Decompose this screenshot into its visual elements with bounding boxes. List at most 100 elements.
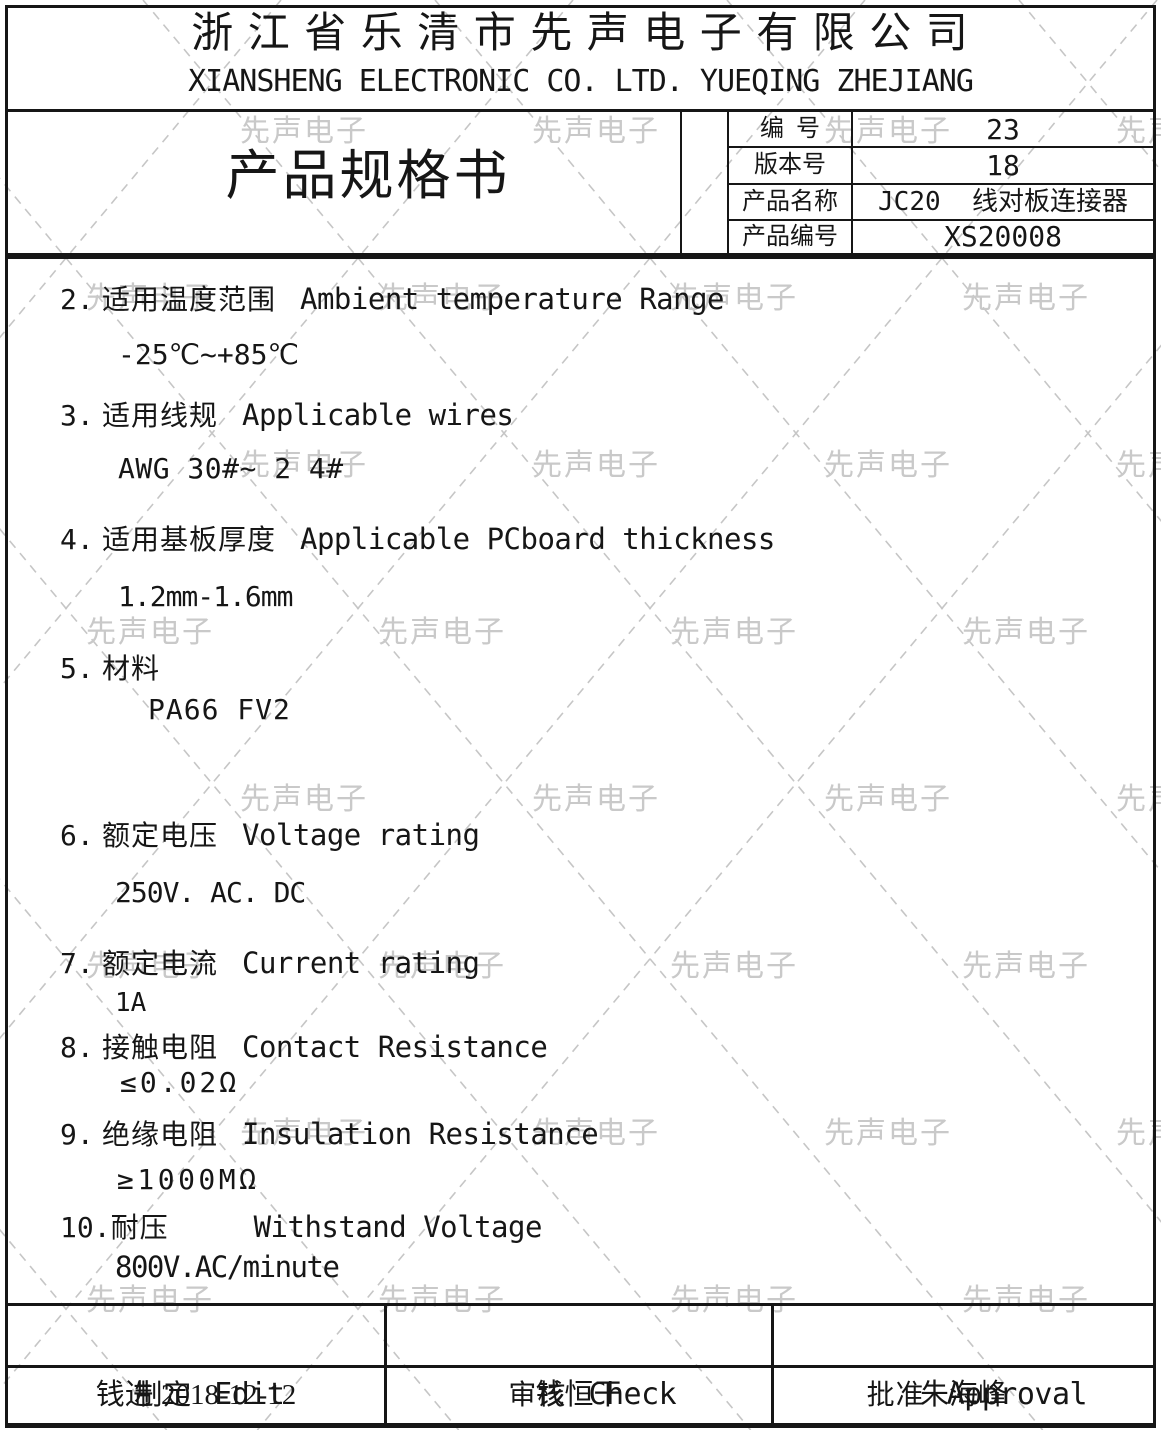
item-label-cn: 额定电压 xyxy=(102,820,219,851)
item-number: 6. xyxy=(60,819,94,852)
item-label-cn: 适用线规 xyxy=(102,400,219,431)
title-block-row-line xyxy=(727,146,1153,148)
page-border xyxy=(5,5,1156,1428)
item-label-cn: 额定电流 xyxy=(102,948,219,979)
watermark-text: 先声电子 xyxy=(240,115,368,148)
item-label-en: Applicable PCboard thickness xyxy=(300,522,775,556)
watermark-text: 先声电子 xyxy=(532,115,660,148)
check-signer: 钱恒干 xyxy=(535,1379,623,1411)
spec-item-value: 800V.AC/minute xyxy=(115,1250,340,1284)
company-name-en: XIANSHENG ELECTRONIC CO. LTD. YUEQING ZH… xyxy=(188,64,974,99)
item-label-cn: 绝缘电阻 xyxy=(102,1119,219,1150)
spec-item-value: ≤0.02Ω xyxy=(120,1066,240,1099)
watermark-text: 先声电子 xyxy=(532,449,660,482)
watermark-text: 先声电子 xyxy=(670,950,798,983)
check-header-cell: 审核 Check xyxy=(387,1306,771,1412)
footer-row-line xyxy=(8,1365,1153,1368)
watermark-text: 先声电子 xyxy=(240,783,368,816)
item-number: 7. xyxy=(60,947,94,980)
item-number: 5. xyxy=(60,652,94,685)
product-code-label: 产品编号 xyxy=(742,224,838,250)
watermark-text: 先声电子 xyxy=(240,449,368,482)
approval-header-cell: 批准 Approval xyxy=(774,1306,1153,1412)
watermark-text: 先声电子 xyxy=(824,783,952,816)
watermark-text: 先声电子 xyxy=(86,282,214,315)
section-heavy-line xyxy=(8,253,1153,259)
item-number: 4. xyxy=(60,523,94,556)
watermark-text: 先声电子 xyxy=(532,1117,660,1150)
spec-item-heading: 10. 耐压 Withstand Voltage xyxy=(60,1210,542,1244)
spec-item-heading: 4. 适用基板厚度 Applicable PCboard thickness xyxy=(60,522,775,556)
item-label-cn: 适用基板厚度 xyxy=(102,524,277,555)
spec-item-heading: 2. 适用温度范围 Ambient temperature Range xyxy=(60,282,725,316)
check-label-en: Check xyxy=(588,1377,677,1412)
spec-item-heading: 5. 材料 xyxy=(60,652,184,685)
watermark-text: 先声电子 xyxy=(962,1284,1090,1317)
spec-item-value: ≥1000MΩ xyxy=(117,1163,260,1196)
check-label-cn: 审核 xyxy=(508,1379,567,1410)
approval-label-en: Approval xyxy=(946,1377,1088,1412)
item-number: 8. xyxy=(60,1031,94,1064)
edit-label-en: Edit xyxy=(214,1377,285,1412)
spec-item-value: PA66 FV2 xyxy=(148,693,291,726)
watermark-text: 先声电子 xyxy=(962,282,1090,315)
item-label-cn: 适用温度范围 xyxy=(102,284,277,315)
watermark-text: 先声电子 xyxy=(378,282,506,315)
document-title: 产品规格书 xyxy=(225,146,511,206)
version-label: 版本号 xyxy=(754,152,826,178)
item-label-cn: 材料 xyxy=(102,653,161,684)
title-block-left-line xyxy=(680,111,682,253)
doc-number-value: 23 xyxy=(986,113,1020,146)
watermark-text: 先声电子 xyxy=(824,115,952,148)
watermark-text: 先声电子 xyxy=(86,616,214,649)
spec-item-value: -25℃~+85℃ xyxy=(118,338,299,371)
item-label-en: Voltage rating xyxy=(242,818,480,852)
watermark-text: 先声电子 xyxy=(378,616,506,649)
watermark-text: 先声电子 xyxy=(824,449,952,482)
footer-column-line xyxy=(771,1306,774,1425)
watermark-text: 先声电子 xyxy=(670,282,798,315)
item-label-en: Withstand Voltage xyxy=(253,1210,543,1244)
product-code-value: XS20008 xyxy=(943,220,1062,253)
item-label-en: Contact Resistance xyxy=(242,1030,548,1064)
spec-item-heading: 7. 额定电流 Current rating xyxy=(60,946,480,980)
watermark-text: 先声电子 xyxy=(240,1117,368,1150)
product-name-value: JC20 线对板连接器 xyxy=(878,187,1128,217)
header-divider-line xyxy=(8,109,1153,112)
watermark-text: 先声电子 xyxy=(86,1284,214,1317)
watermark-text: 先声电子 xyxy=(532,783,660,816)
watermark-text: 先声电子 xyxy=(962,616,1090,649)
spec-item-value: 1.2mm-1.6mm xyxy=(118,580,293,613)
title-block-row-line xyxy=(727,183,1153,185)
approval-label-cn: 批准 xyxy=(866,1379,925,1410)
item-number: 10. xyxy=(60,1211,111,1244)
spec-item-heading: 6. 额定电压 Voltage rating xyxy=(60,818,480,852)
edit-header-cell: 制定 Edit xyxy=(8,1306,384,1412)
edit-label-cn: 制定 xyxy=(134,1379,193,1410)
title-block-label-line xyxy=(727,111,729,253)
watermark-text: 先声电子 xyxy=(378,950,506,983)
spec-item-heading: 3. 适用线规 Applicable wires xyxy=(60,398,514,432)
spec-item-heading: 9. 绝缘电阻 Insulation Resistance xyxy=(60,1117,599,1151)
item-number: 2. xyxy=(60,283,94,316)
footer-column-line xyxy=(384,1306,387,1425)
spec-item-value: 250V. AC. DC xyxy=(115,876,306,909)
spec-item-value: 1A xyxy=(115,988,147,1018)
watermark-text: 先声电子 xyxy=(670,616,798,649)
spec-item-value: AWG 30#~ 2 4# xyxy=(118,452,344,485)
footer-top-line xyxy=(8,1303,1153,1306)
item-label-en: Current rating xyxy=(242,946,480,980)
item-label-en: Insulation Resistance xyxy=(242,1117,599,1151)
title-block-value-line xyxy=(851,111,853,253)
doc-number-label: 编 号 xyxy=(760,116,820,142)
approval-signer: 朱海峰 xyxy=(919,1379,1007,1411)
title-block-row-line xyxy=(727,219,1153,221)
item-label-cn: 耐压 xyxy=(110,1212,169,1243)
item-label-en: Applicable wires xyxy=(242,398,514,432)
item-number: 9. xyxy=(60,1118,94,1151)
item-label-en: Ambient temperature Range xyxy=(300,282,725,316)
